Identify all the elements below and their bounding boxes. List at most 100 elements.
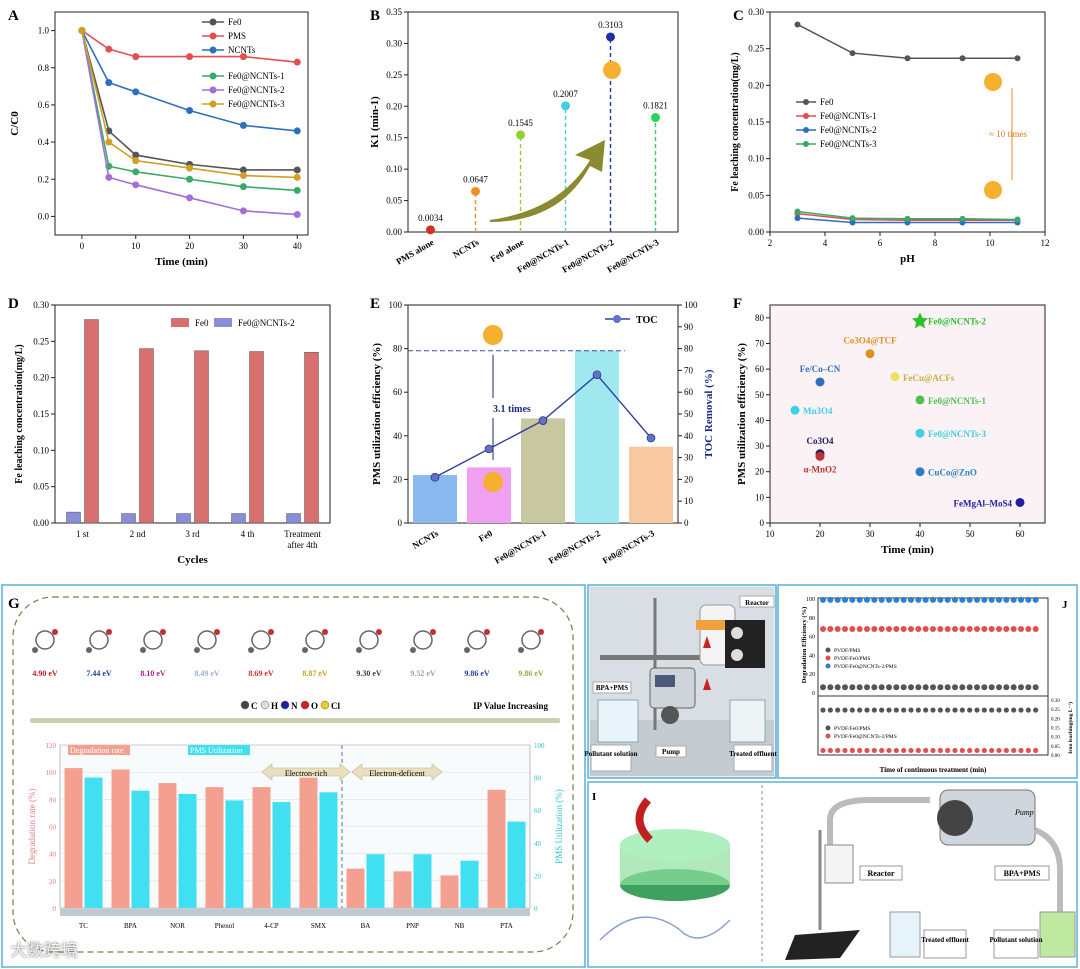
a-legend-marker xyxy=(209,18,217,26)
j-top-point xyxy=(820,596,826,603)
d-bar xyxy=(139,348,154,524)
g-legend-label: PMS Utilization xyxy=(190,746,242,755)
c-ytick-label: 0.15 xyxy=(748,117,764,127)
g-bar-degradation xyxy=(393,871,412,908)
j-top-point xyxy=(878,626,885,633)
a-series-line xyxy=(81,29,298,63)
e-toc-point xyxy=(430,472,440,482)
j-top-ytick-label: 40 xyxy=(809,653,815,659)
c-ytick-label: 0.20 xyxy=(748,80,764,90)
j-bottom-point xyxy=(893,747,899,754)
j-top-point xyxy=(834,626,841,633)
g-ip-label: 4.90 eV xyxy=(32,669,58,678)
j-top-point xyxy=(944,596,951,603)
a-point xyxy=(186,106,194,114)
g-ip-label: 9.86 eV xyxy=(464,669,490,678)
photo-h-pollutant-label: Pollutant solution xyxy=(584,750,637,758)
e-bar xyxy=(413,475,457,523)
j-top-point xyxy=(915,626,922,633)
j-bottom-point xyxy=(1033,747,1039,754)
j-ylabel-top: Degradation Efficiency (%) xyxy=(801,607,808,684)
j-bottom-point xyxy=(901,747,907,754)
g-ip-label: 9.86 eV xyxy=(518,669,544,678)
j-bottom-point xyxy=(857,707,863,713)
g-bar-degradation xyxy=(440,875,459,908)
g-molecule-atom xyxy=(464,647,470,653)
j-top-point xyxy=(1032,684,1039,691)
j-bottom-point xyxy=(923,747,929,754)
j-top-point xyxy=(878,684,885,691)
j-top-point xyxy=(996,596,1002,603)
photo-h-pump-label: Pump xyxy=(662,748,680,756)
f-ytick-label: 0 xyxy=(760,518,765,528)
photo-h-inset xyxy=(725,620,765,668)
f-point-label: Fe0@NCNTs-1 xyxy=(928,396,987,406)
g-molecule-ring xyxy=(89,630,109,650)
j-top-point xyxy=(937,596,944,603)
a-point xyxy=(132,157,140,165)
photo-h-tag-pump xyxy=(655,745,687,758)
e-bar xyxy=(575,350,619,523)
f-ylabel: PMS utilization efficiency (%) xyxy=(736,343,748,485)
j-bottom-point xyxy=(1011,747,1017,754)
panel-g-dashed-border xyxy=(12,596,574,953)
e-legend-marker xyxy=(613,315,621,323)
j-bottom-legend-label: PVDF/Fe0/PMS xyxy=(834,726,870,732)
d-category-label: 4 th xyxy=(241,529,255,539)
g-molecule-atom xyxy=(248,647,254,653)
panel-label-j: J xyxy=(1062,599,1068,611)
b-value-label: 0.2007 xyxy=(553,89,578,99)
j-bottom-point xyxy=(1018,707,1024,713)
g-molecule-atom xyxy=(32,647,38,653)
j-top-point xyxy=(900,626,907,633)
j-top-point xyxy=(937,684,944,691)
j-bottom-point xyxy=(864,707,870,713)
j-bottom-point xyxy=(835,707,841,713)
j-top-point xyxy=(915,684,922,691)
e-ytick-label: 0 xyxy=(398,518,403,528)
g-electron-rich-label: Electron-rich xyxy=(285,769,327,778)
chart-e: 3.1 times 0 20 40 60 80 100 0 10 20 30 40 50 60 70 80 9… xyxy=(371,300,715,566)
j-bottom-point xyxy=(996,747,1002,754)
j-top-point xyxy=(988,596,995,603)
c-legend-label: Fe0 xyxy=(820,97,834,107)
j-bottom-point xyxy=(937,747,943,754)
f-point-label: FeCu@ACFs xyxy=(903,373,955,383)
g-atom-legend-label: H xyxy=(271,701,278,711)
g-molecule-ring xyxy=(467,630,487,650)
j-bottom-point xyxy=(981,747,987,754)
g-molecule-ring xyxy=(521,630,541,650)
g-bar-degradation xyxy=(158,783,177,908)
a-xtick-label: 30 xyxy=(239,241,249,251)
g-atom-legend-marker xyxy=(280,700,290,710)
e-ytick-label: 40 xyxy=(393,431,403,441)
a-point xyxy=(293,58,301,66)
b-value-label: 0.0034 xyxy=(418,213,443,223)
j-bottom-point xyxy=(849,747,855,754)
j-bottom-legend-marker xyxy=(825,733,831,739)
j-top-point xyxy=(1018,626,1024,633)
d-bar xyxy=(249,351,264,524)
e-y2label: TOC Removal (%) xyxy=(703,369,715,458)
photo-h-pump xyxy=(649,667,696,709)
g-y2tick-label: 20 xyxy=(534,872,542,880)
a-point xyxy=(239,121,247,129)
b-ytick-label: 0.25 xyxy=(386,70,402,80)
f-point xyxy=(890,372,900,382)
j-bottom-point xyxy=(996,707,1002,713)
diagram-i-tag-feed xyxy=(994,865,1050,881)
j-top-point xyxy=(827,684,834,691)
e-ytick-label: 80 xyxy=(393,344,403,354)
a-series-line xyxy=(81,30,298,132)
f-point xyxy=(865,349,875,359)
g-bar-pms xyxy=(366,854,385,908)
a-series-line xyxy=(81,30,298,216)
j-bottom-point xyxy=(901,707,907,713)
diagram-i-tube-right xyxy=(1033,827,1063,935)
c-point xyxy=(1014,216,1021,223)
j-top-point xyxy=(1032,626,1039,633)
e2-ytick-label: 0 xyxy=(684,518,689,528)
j-top-point xyxy=(974,626,980,633)
photo-h-pump-head xyxy=(661,706,679,724)
